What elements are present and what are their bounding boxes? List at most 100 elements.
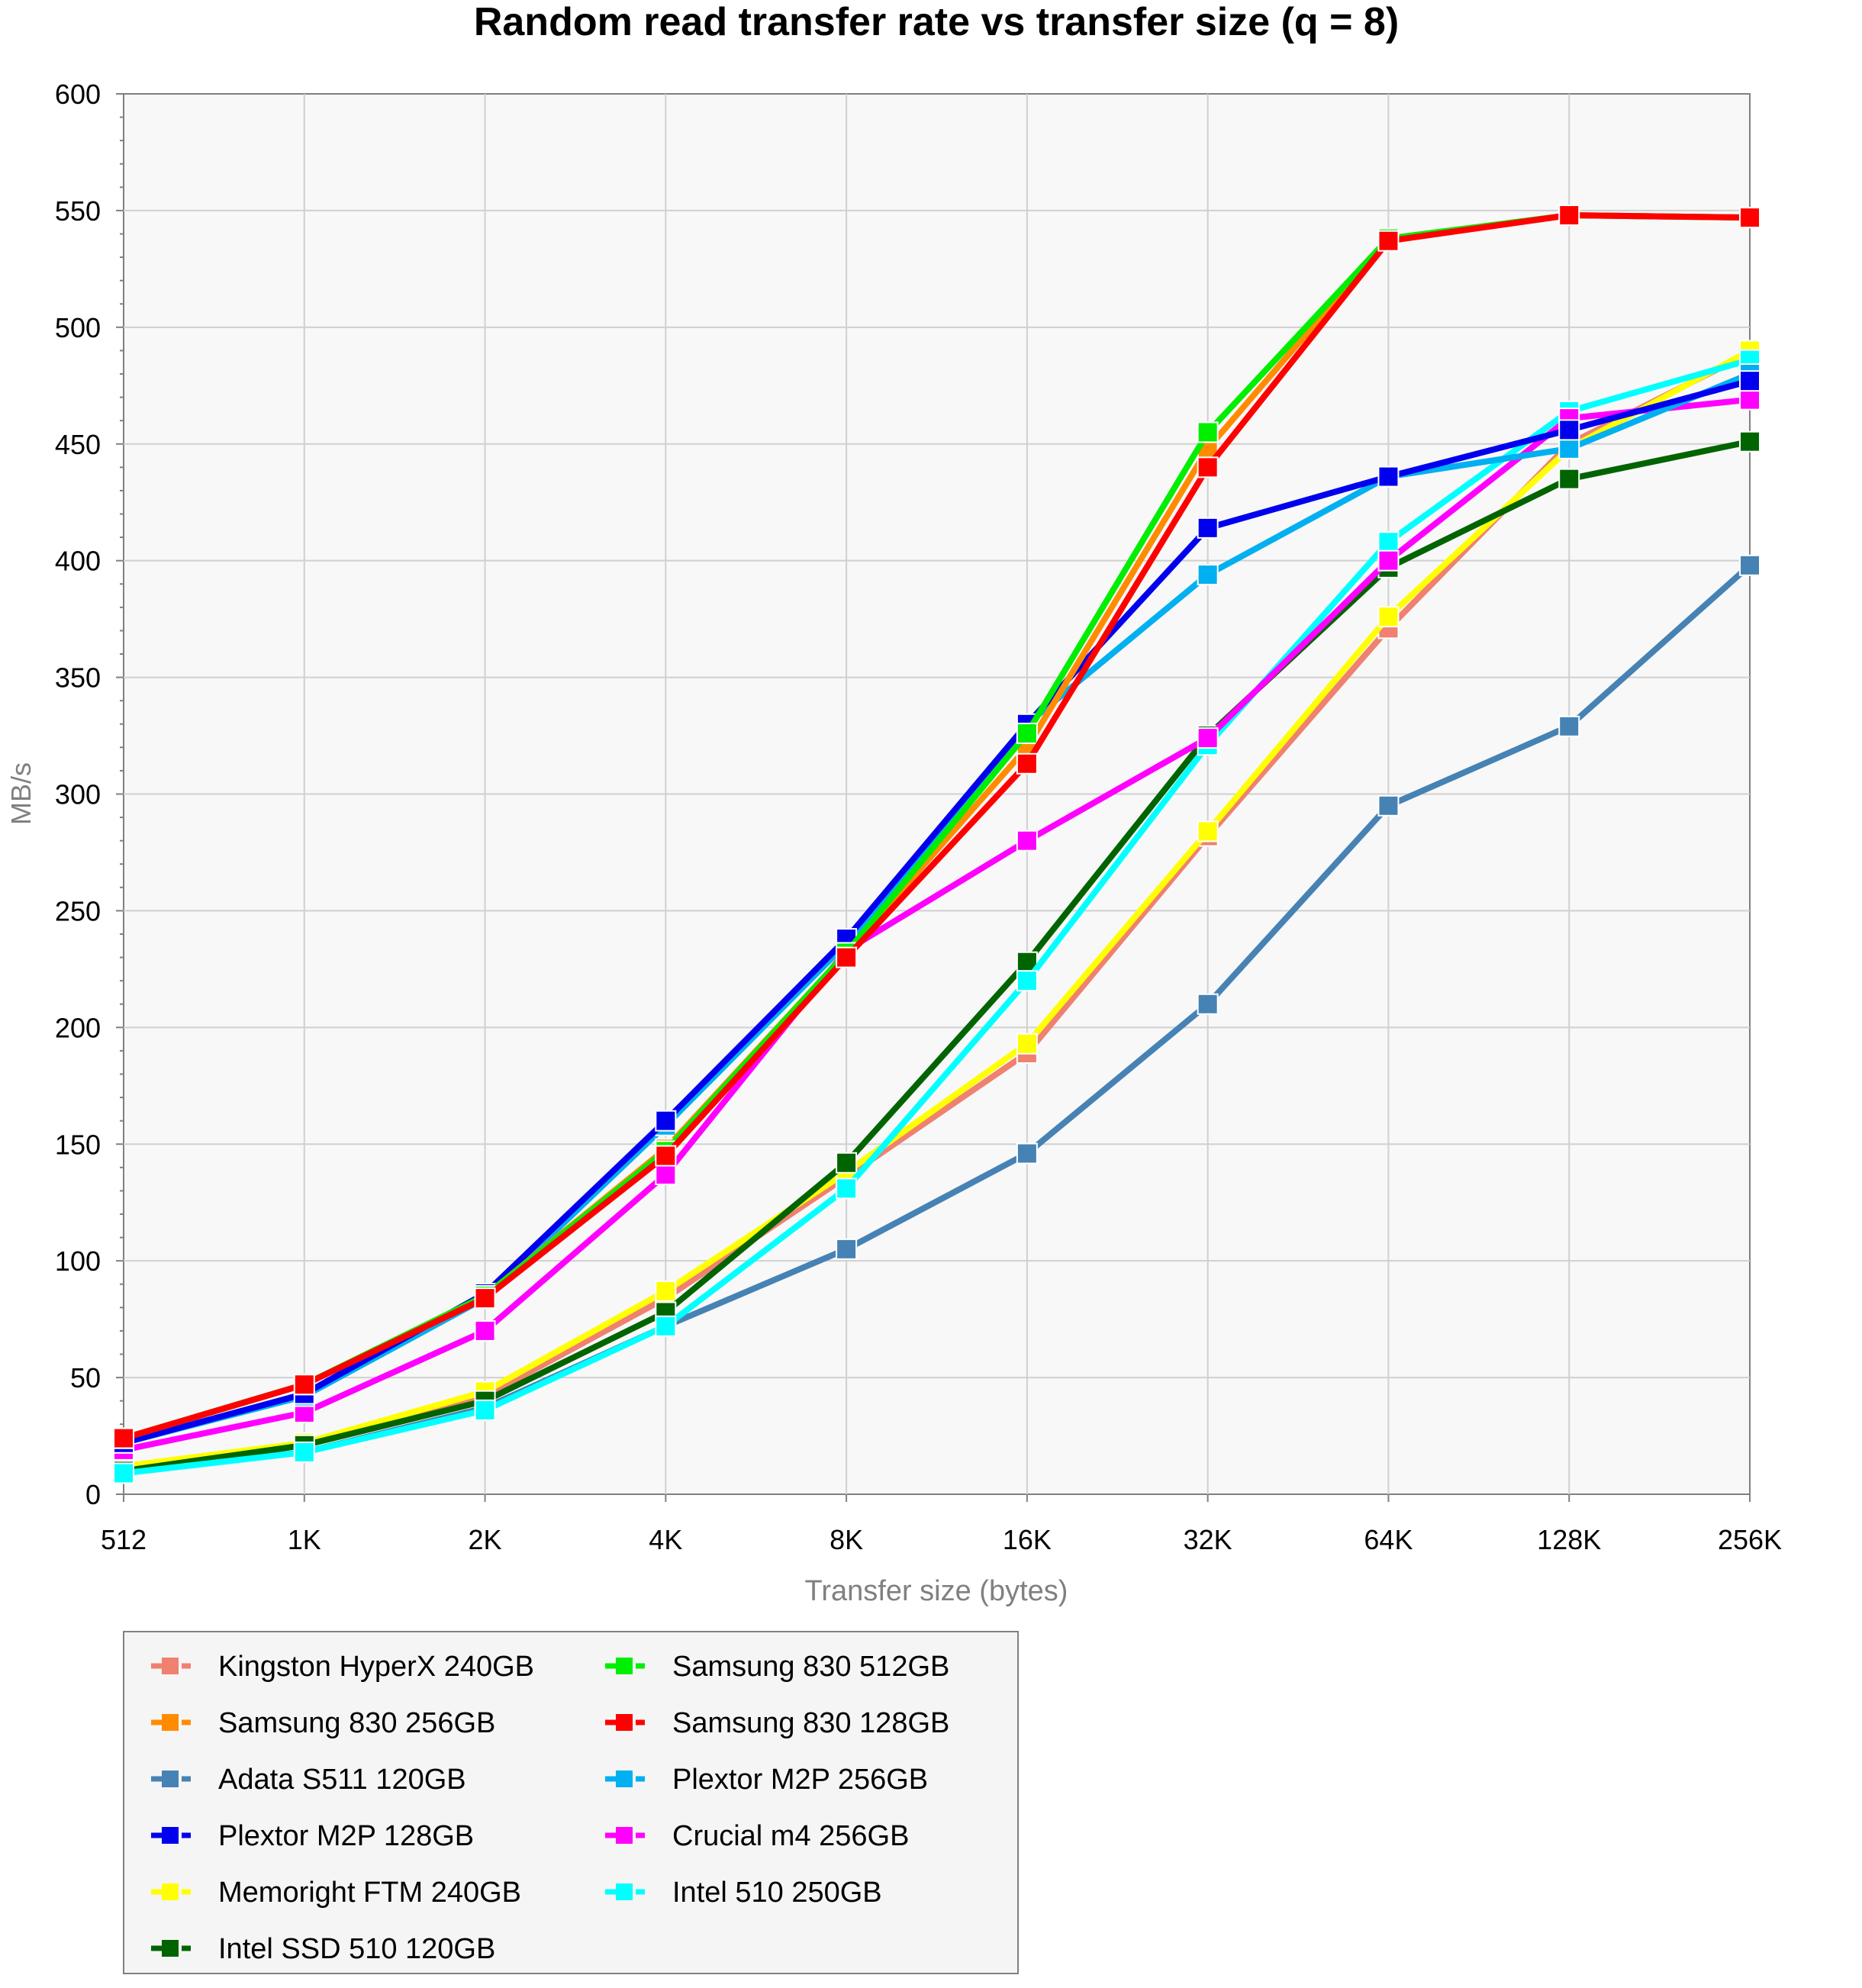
y-tick-label: 350 xyxy=(55,662,101,694)
data-point xyxy=(1016,752,1038,775)
legend-swatch-marker xyxy=(162,1940,179,1957)
x-tick-label: 4K xyxy=(649,1524,682,1555)
y-tick-label: 50 xyxy=(70,1362,101,1394)
data-point xyxy=(655,1280,677,1302)
data-point xyxy=(1739,388,1761,411)
legend-swatch-marker xyxy=(616,1714,633,1731)
data-point xyxy=(474,1287,496,1310)
y-tick-label: 300 xyxy=(55,779,101,810)
data-point xyxy=(1377,466,1400,488)
data-point xyxy=(293,1374,315,1396)
legend: Kingston HyperX 240GB Samsung 830 256GB Ad… xyxy=(123,1631,1019,1974)
series-line xyxy=(121,396,1753,1453)
legend-swatch-marker xyxy=(616,1658,633,1674)
legend-entry: Plextor M2P 128GB xyxy=(151,1820,474,1852)
x-tick-label: 32K xyxy=(1184,1524,1232,1555)
data-point xyxy=(1016,722,1038,744)
data-point xyxy=(1197,727,1219,749)
series-line xyxy=(121,347,1753,1470)
legend-label: Crucial m4 256GB xyxy=(672,1820,909,1852)
data-point xyxy=(1197,564,1219,586)
series-line xyxy=(121,438,1753,1474)
data-point xyxy=(113,1462,134,1484)
x-axis-label: Transfer size (bytes) xyxy=(805,1575,1068,1607)
legend-swatch-marker xyxy=(616,1771,633,1787)
y-tick-label: 100 xyxy=(55,1245,101,1277)
x-tick-label: 16K xyxy=(1003,1524,1052,1555)
x-tick-label: 512 xyxy=(101,1524,147,1555)
x-axis: 512 1K 2K 4K 8K 16K 32K 64K 128K 256K xyxy=(101,1494,1782,1555)
x-tick-label: 2K xyxy=(469,1524,502,1555)
series-9 xyxy=(113,388,1761,1461)
data-point xyxy=(1558,419,1580,441)
legend-label: Plextor M2P 128GB xyxy=(218,1820,474,1852)
data-point xyxy=(655,1145,677,1167)
data-point xyxy=(1377,531,1400,553)
y-tick-label: 0 xyxy=(85,1479,101,1510)
data-point xyxy=(474,1399,496,1421)
series-line xyxy=(121,356,1753,1477)
legend-swatch-marker xyxy=(162,1771,179,1787)
y-tick-label: 600 xyxy=(55,79,101,110)
data-point xyxy=(474,1319,496,1342)
data-point xyxy=(655,1164,677,1186)
legend-label: Kingston HyperX 240GB xyxy=(218,1651,534,1683)
legend-label: Intel SSD 510 120GB xyxy=(218,1933,495,1965)
y-tick-label: 200 xyxy=(55,1012,101,1043)
data-point xyxy=(1197,820,1219,843)
data-point xyxy=(293,1441,315,1463)
legend-entry: Crucial m4 256GB xyxy=(605,1820,909,1852)
legend-swatch-marker xyxy=(616,1827,633,1844)
legend-entry: Kingston HyperX 240GB xyxy=(151,1651,534,1683)
data-point xyxy=(1197,421,1219,443)
y-tick-label: 550 xyxy=(55,195,101,227)
y-tick-label: 450 xyxy=(55,429,101,460)
data-point xyxy=(836,1238,858,1260)
legend-label: Plextor M2P 256GB xyxy=(672,1764,928,1796)
series-7 xyxy=(113,205,1761,1449)
x-tick-label: 8K xyxy=(830,1524,863,1555)
data-point xyxy=(836,1178,858,1200)
legend-swatch-marker xyxy=(616,1883,633,1900)
data-point xyxy=(1739,370,1761,392)
legend-label: Samsung 830 128GB xyxy=(672,1707,949,1739)
data-point xyxy=(1197,993,1219,1015)
legend-box xyxy=(123,1631,1019,1974)
data-point xyxy=(1377,606,1400,628)
x-tick-label: 64K xyxy=(1364,1524,1413,1555)
data-point xyxy=(655,1315,677,1337)
data-point xyxy=(1739,207,1761,229)
legend-entry: Samsung 830 256GB xyxy=(151,1707,495,1739)
x-tick-label: 256K xyxy=(1718,1524,1782,1555)
y-tick-label: 400 xyxy=(55,546,101,577)
data-point xyxy=(1197,517,1219,539)
legend-entry: Adata S511 120GB xyxy=(151,1764,466,1796)
legend-entry: Intel 510 250GB xyxy=(605,1877,882,1909)
series-line xyxy=(121,212,1753,1442)
legend-swatch-marker xyxy=(162,1883,179,1900)
legend-swatch-marker xyxy=(162,1658,179,1674)
data-point xyxy=(1558,468,1580,490)
data-series xyxy=(113,205,1761,1484)
data-point xyxy=(1016,970,1038,992)
y-tick-label: 150 xyxy=(55,1129,101,1160)
data-point xyxy=(1016,1142,1038,1165)
data-point xyxy=(1377,230,1400,252)
y-tick-label: 500 xyxy=(55,312,101,343)
legend-label: Memoright FTM 240GB xyxy=(218,1877,521,1909)
data-point xyxy=(655,1110,677,1132)
x-tick-label: 1K xyxy=(288,1524,321,1555)
data-point xyxy=(836,946,858,968)
data-point xyxy=(1377,549,1400,572)
legend-swatch-marker xyxy=(162,1714,179,1731)
data-point xyxy=(1197,456,1219,478)
gridlines xyxy=(124,94,1750,1494)
data-point xyxy=(1558,205,1580,227)
data-point xyxy=(1016,1033,1038,1055)
data-point xyxy=(1739,554,1761,576)
legend-entry: Memoright FTM 240GB xyxy=(151,1877,521,1909)
data-point xyxy=(1739,430,1761,453)
legend-entry: Plextor M2P 256GB xyxy=(605,1764,928,1796)
